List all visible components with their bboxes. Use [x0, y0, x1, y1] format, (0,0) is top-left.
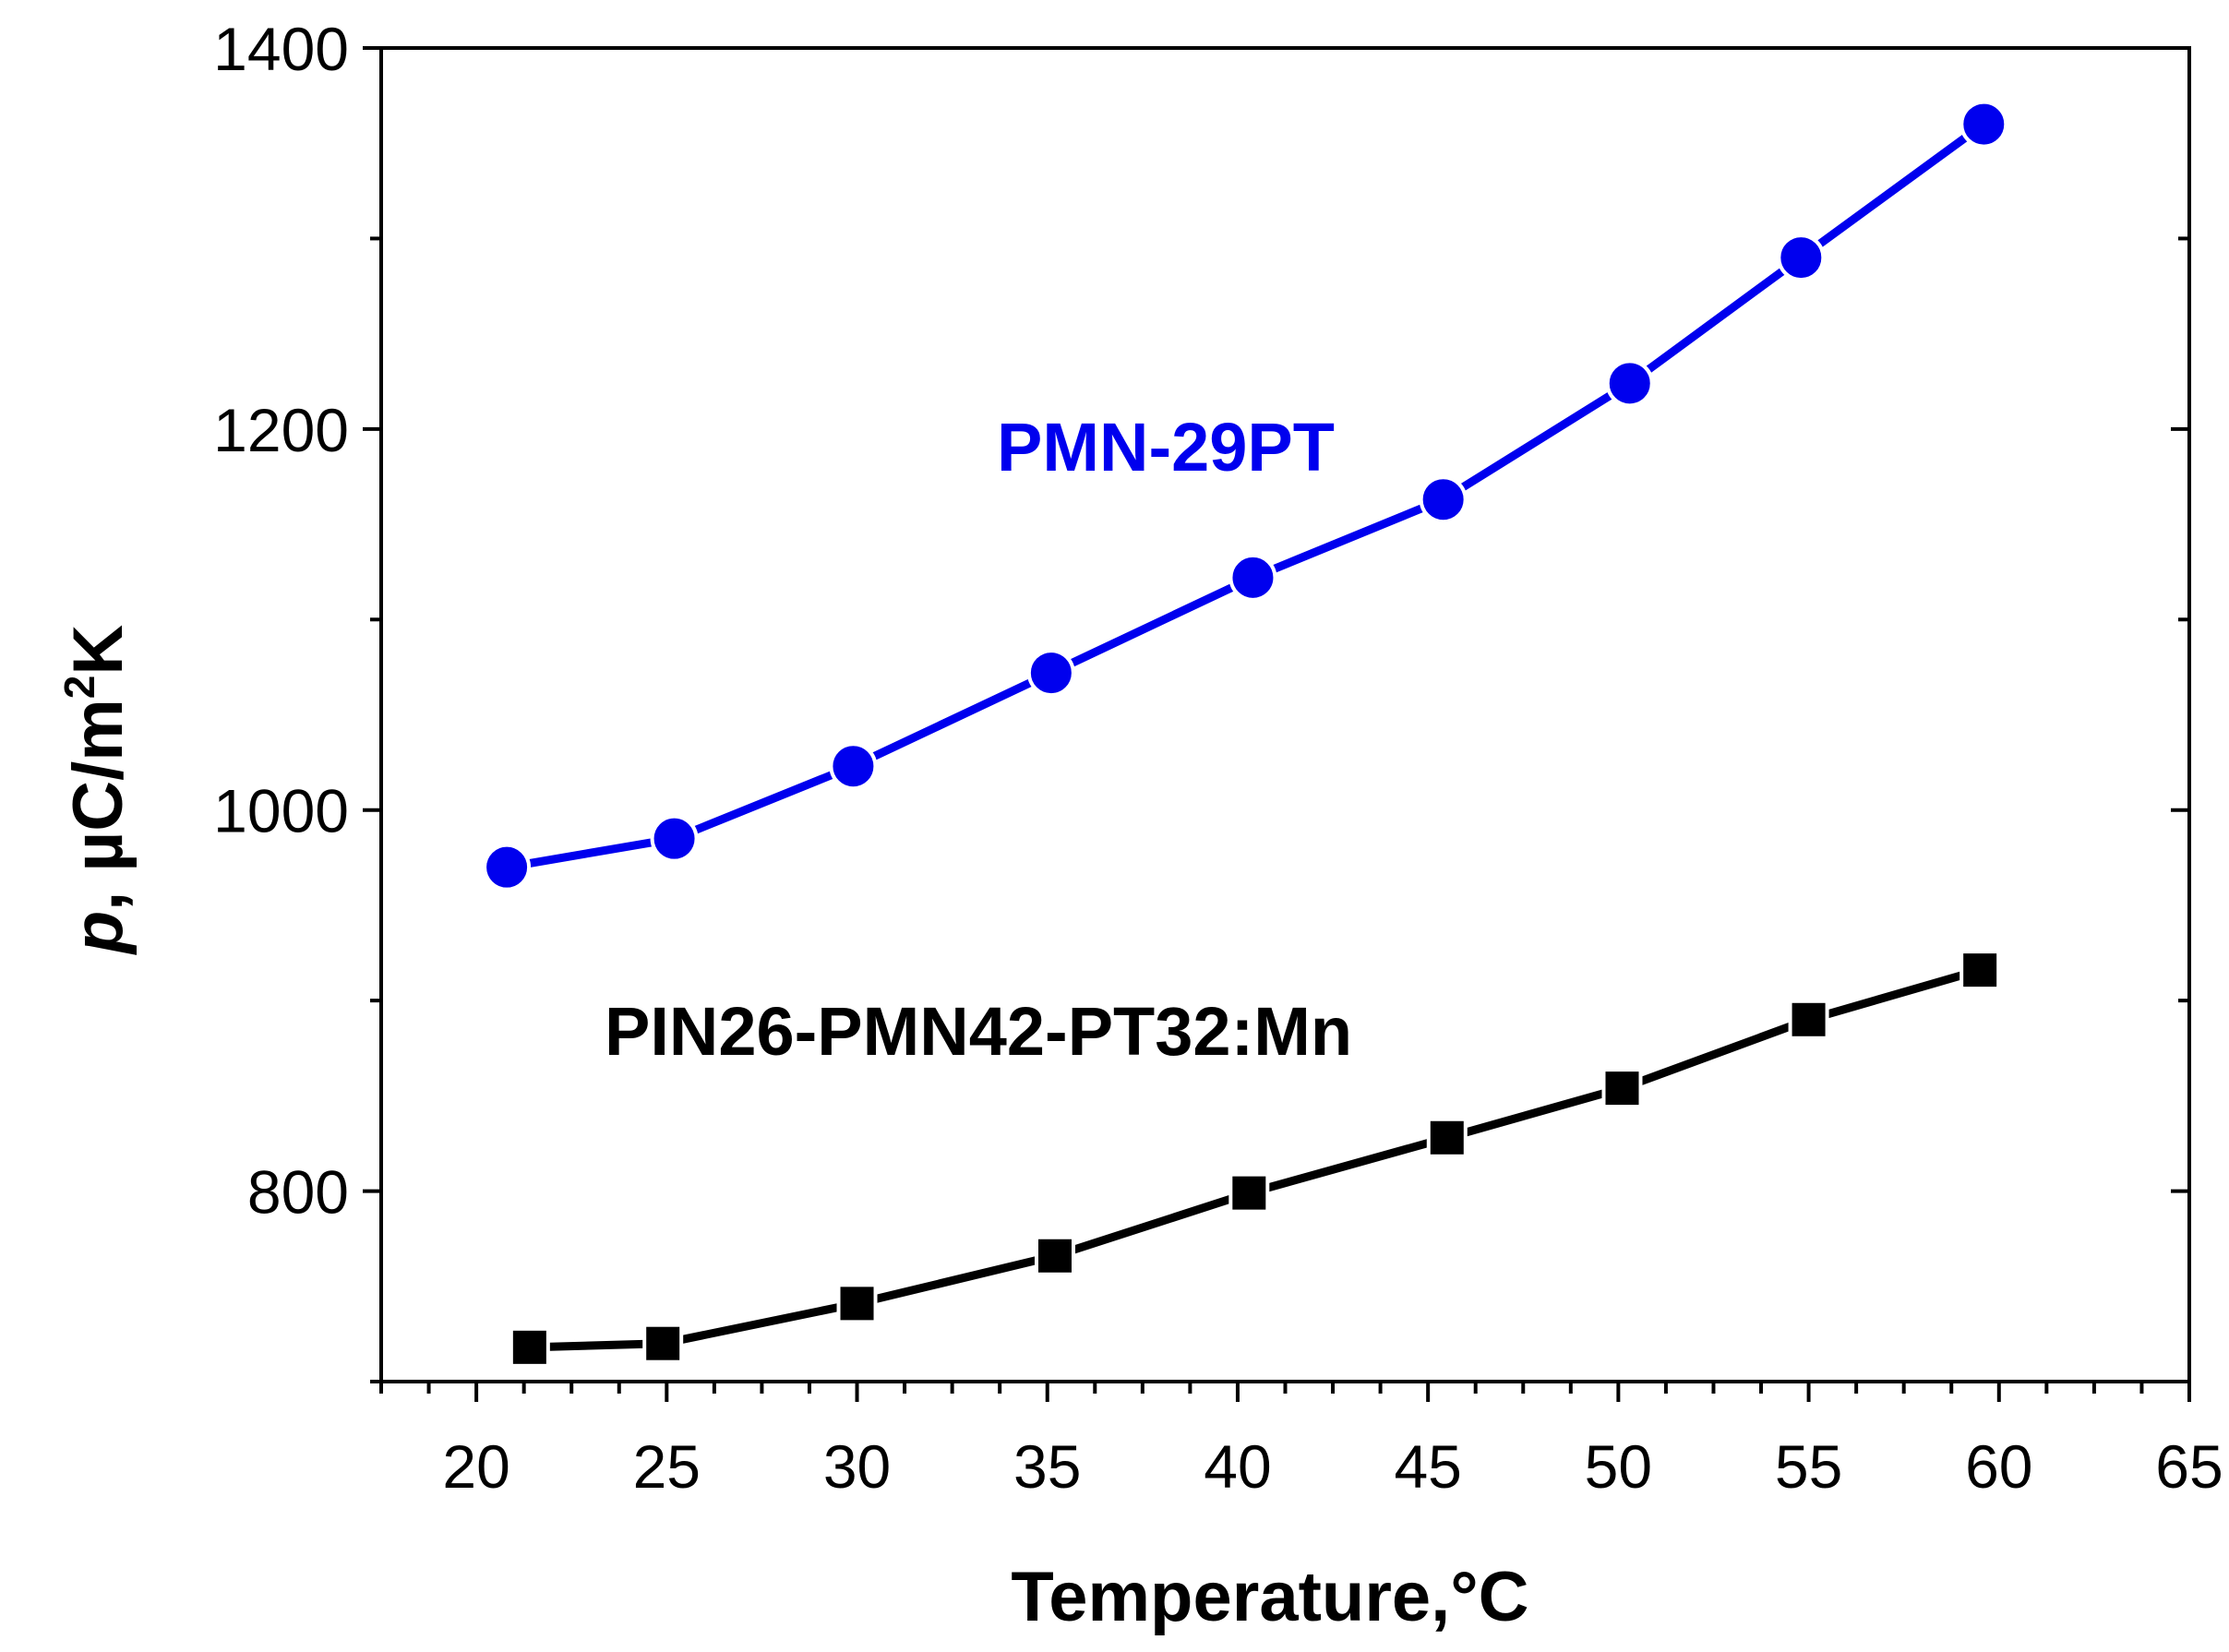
- data-point-circle: [829, 742, 878, 791]
- y-axis-title-unit: µC/m: [59, 699, 138, 871]
- data-point-square: [642, 1323, 684, 1364]
- data-point-square: [1228, 1172, 1270, 1214]
- data-point-square: [509, 1326, 550, 1368]
- data-point-square: [1788, 999, 1829, 1040]
- x-axis-ticks: 20 25 30 35 40 45 50 55 60 65: [379, 1382, 2223, 1501]
- x-tick-label: 25: [633, 1432, 701, 1501]
- data-point-square: [1426, 1117, 1468, 1158]
- series-pmn-29pt: [483, 100, 2008, 892]
- y-axis-title: p, µC/m2K: [55, 625, 138, 956]
- data-point-circle: [650, 814, 699, 863]
- data-point-circle: [1959, 100, 2008, 149]
- data-point-circle: [1026, 649, 1075, 698]
- data-point-square: [836, 1283, 878, 1324]
- x-tick-label: 20: [442, 1432, 509, 1501]
- x-tick-label: 30: [823, 1432, 891, 1501]
- x-tick-label: 40: [1204, 1432, 1271, 1501]
- y-axis-ticks: 800 1000 1200 1400: [213, 15, 2189, 1383]
- x-tick-label: 60: [1965, 1432, 2032, 1501]
- x-tick-label: 50: [1585, 1432, 1652, 1501]
- y-axis-title-superscript: 2: [55, 676, 103, 700]
- x-tick-label: 65: [2155, 1432, 2223, 1501]
- series-line: [506, 120, 1986, 872]
- y-tick-label: 800: [247, 1158, 349, 1227]
- data-point-square: [1034, 1235, 1075, 1276]
- data-point-circle: [483, 843, 532, 892]
- data-point-circle: [1228, 553, 1277, 602]
- y-tick-label: 1400: [213, 15, 349, 83]
- y-axis-title-separator: ,: [59, 872, 138, 911]
- data-point-circle: [1777, 233, 1826, 282]
- x-axis-title: Temperature,°C: [1011, 1558, 1528, 1636]
- y-axis-title-unit-end: K: [59, 625, 138, 676]
- data-point-circle: [1605, 359, 1654, 408]
- data-point-square: [1959, 950, 2001, 991]
- series-label-pin26-pmn42-pt32-mn: PIN26-PMN42-PT32:Mn: [605, 993, 1352, 1070]
- y-tick-label: 1000: [213, 777, 349, 845]
- y-tick-label: 1200: [213, 396, 349, 464]
- series-pin26-pmn42-pt32-mn: [509, 950, 2001, 1368]
- x-tick-label: 55: [1775, 1432, 1842, 1501]
- data-point-square: [1601, 1068, 1643, 1109]
- y-axis-title-variable: p: [59, 911, 138, 955]
- data-point-circle: [1419, 475, 1468, 524]
- x-tick-label: 35: [1013, 1432, 1081, 1501]
- x-tick-label: 45: [1394, 1432, 1461, 1501]
- series-label-pmn-29pt: PMN-29PT: [997, 409, 1335, 485]
- series-layer: [483, 100, 2008, 1368]
